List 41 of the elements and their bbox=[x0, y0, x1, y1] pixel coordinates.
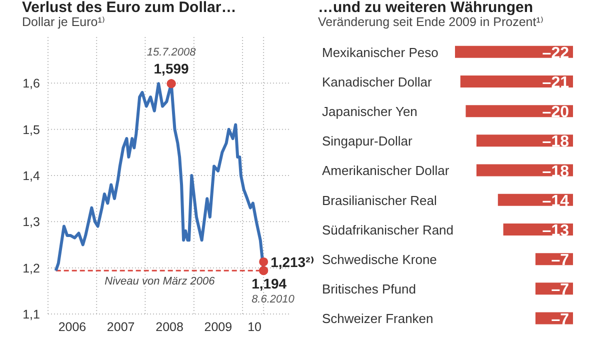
data-label: –18 bbox=[542, 163, 570, 180]
data-label: –14 bbox=[542, 192, 570, 210]
data-label: –22 bbox=[542, 44, 570, 62]
y-tick-label: Südafrikanischer Rand bbox=[322, 222, 454, 238]
data-label: –7 bbox=[551, 311, 570, 328]
data-label: –7 bbox=[551, 282, 570, 299]
y-tick-label: Kanadischer Dollar bbox=[322, 74, 433, 90]
x-tick-label: 2006 bbox=[58, 320, 86, 334]
y-tick-label: Singapur-Dollar bbox=[322, 134, 413, 149]
chart-subtitle: Dollar je Euro¹⁾ bbox=[22, 15, 106, 30]
y-tick-label: 1,6 bbox=[22, 76, 40, 91]
chart-subtitle: Veränderung seit Ende 2009 in Prozent¹⁾ bbox=[318, 15, 544, 30]
annotation: 15.7.2008 bbox=[146, 46, 197, 59]
x-tick-label: 10 bbox=[248, 320, 262, 334]
ref-line-label: Niveau von März 2006 bbox=[104, 275, 216, 288]
data-label: –20 bbox=[542, 104, 570, 122]
y-tick-label: 1,5 bbox=[22, 122, 40, 137]
x-tick-label: 2009 bbox=[204, 320, 232, 334]
y-tick-label: 1,3 bbox=[22, 215, 40, 230]
annotation: 1,194 bbox=[252, 276, 287, 292]
chart-title: …und zu weiteren Währungen bbox=[318, 0, 534, 16]
y-tick-label: Japanischer Yen bbox=[322, 104, 418, 119]
y-tick-label: Britisches Pfund bbox=[322, 282, 416, 297]
x-tick-label: 2007 bbox=[106, 320, 135, 334]
chart-title: Verlust des Euro zum Dollar… bbox=[22, 0, 238, 16]
annotation: 1,599 bbox=[154, 60, 190, 77]
y-tick-label: Schweizer Franken bbox=[322, 311, 434, 326]
y-tick-label: 1,4 bbox=[22, 168, 40, 183]
annotation: 1,213²⁾ bbox=[270, 254, 314, 270]
y-tick-label: 1,1 bbox=[22, 307, 40, 322]
annotation: 8.6.2010 bbox=[252, 294, 296, 306]
x-tick-label: 2008 bbox=[156, 320, 184, 334]
y-tick-label: Schwedische Krone bbox=[322, 252, 437, 267]
y-tick-label: Mexikanischer Peso bbox=[322, 44, 438, 60]
data-label: –13 bbox=[542, 222, 570, 240]
y-tick-label: Amerikanischer Dollar bbox=[322, 163, 450, 178]
y-tick-label: Brasilianischer Real bbox=[322, 192, 437, 208]
data-label: –18 bbox=[542, 134, 570, 151]
data-label: –21 bbox=[542, 74, 570, 92]
data-label: –7 bbox=[551, 252, 570, 270]
y-tick-label: 1,2 bbox=[22, 261, 40, 276]
